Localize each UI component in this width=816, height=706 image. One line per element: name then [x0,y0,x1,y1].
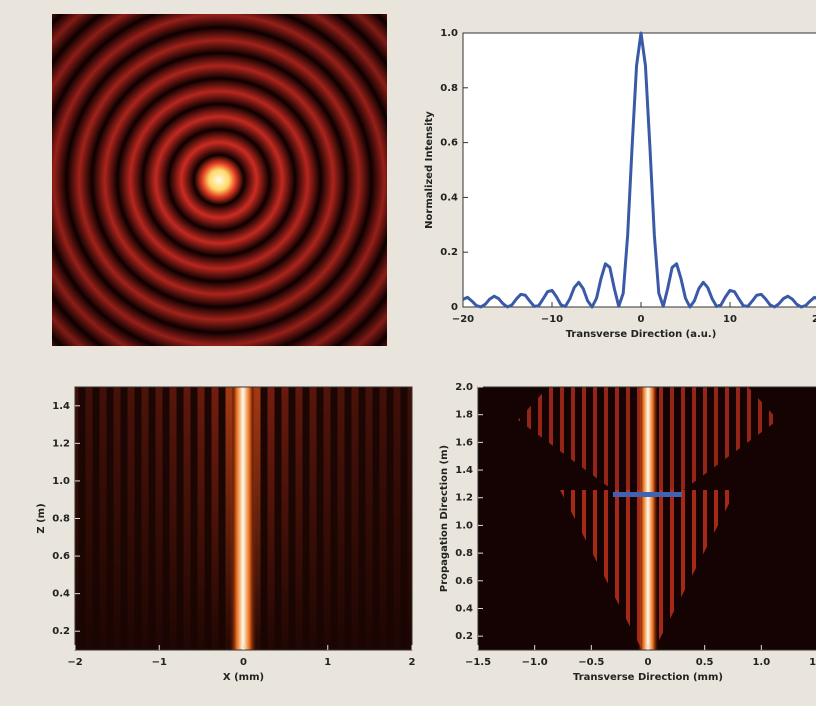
x-tick-label: −2 [67,657,82,668]
x-tick-label: −0.5 [578,657,604,668]
y-tick-label: 0.4 [440,192,458,203]
y-tick-label: 1.0 [455,520,473,531]
obstacle-bar [613,492,682,497]
bessel-ring-image [52,14,387,346]
x-tick-label: 10 [723,314,737,325]
x-tick-label: −1 [152,657,167,668]
y-tick-label: 0.8 [440,83,458,94]
x-tick-label: 1.5 [809,657,816,668]
y-tick-label: 1.6 [455,437,473,448]
y-tick-label: 1.4 [52,401,70,412]
heatmap-core [638,387,658,650]
y-tick-label: 0.6 [440,138,458,149]
plot-area [462,32,816,308]
y-tick-label: 1.2 [52,438,70,449]
x-tick-label: 0 [645,657,652,668]
y-tick-label: 0.2 [52,626,70,637]
y-tick-label: 2.0 [455,382,473,393]
x-tick-label: 0 [240,657,247,668]
x-axis-label: X (mm) [223,672,264,683]
x-tick-label: 20 [812,314,816,325]
x-axis-label: Transverse Direction (a.u.) [566,329,717,340]
x-tick-label: −1.5 [465,657,491,668]
y-axis-label: Z (m) [36,503,47,533]
y-tick-label: 0.6 [52,551,70,562]
heatmap-stripe [422,387,429,650]
y-axis-label: Propagation Direction (m) [439,445,450,592]
x-tick-label: 0.5 [696,657,714,668]
y-tick-label: 0.2 [455,631,473,642]
x-tick-label: 2 [409,657,416,668]
x-tick-label: 1.0 [752,657,770,668]
y-tick-label: 0.8 [52,514,70,525]
y-tick-label: 1.2 [455,493,473,504]
y-tick-label: 1.0 [440,28,458,39]
intensity-line [462,31,816,309]
y-tick-label: 0.8 [455,548,473,559]
y-tick-label: 1.4 [455,465,473,476]
y-axis-label: Normalized Intensity [424,111,435,229]
y-tick-label: 1.0 [52,476,70,487]
x-tick-label: −10 [541,314,563,325]
x-tick-label: 1 [324,657,331,668]
y-tick-label: 0.4 [52,589,70,600]
y-tick-label: 0.6 [455,576,473,587]
y-tick-label: 0.4 [455,603,473,614]
y-tick-label: 1.8 [455,410,473,421]
y-tick-label: 0 [451,302,458,313]
x-tick-label: −1.0 [522,657,548,668]
x-tick-label: −20 [452,314,474,325]
x-axis-label: Transverse Direction (mm) [573,672,723,683]
heatmap-right [478,387,816,650]
heatmap-left [75,387,429,650]
y-tick-label: 0.2 [440,247,458,258]
heatmap-core [230,387,256,650]
x-tick-label: 0 [638,314,645,325]
